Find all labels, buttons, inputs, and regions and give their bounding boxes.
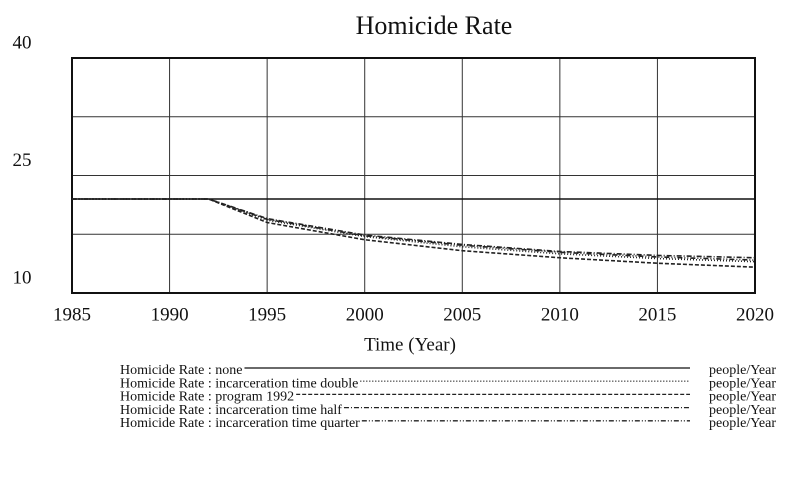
- x-tick-label: 2000: [346, 304, 384, 325]
- x-tick-label: 2020: [736, 304, 774, 325]
- legend-unit: people/Year: [709, 376, 776, 391]
- x-axis-label: Time (Year): [364, 334, 456, 355]
- x-tick-label: 1995: [248, 304, 286, 325]
- legend-label: Homicide Rate : incarceration time half: [120, 403, 342, 418]
- series-line: [72, 198, 756, 261]
- legend-unit: people/Year: [709, 416, 776, 431]
- series-line: [72, 198, 756, 263]
- chart-title: Homicide Rate: [356, 11, 513, 40]
- x-tick-label: 2015: [638, 304, 676, 325]
- x-tick-label: 1990: [151, 304, 189, 325]
- legend-label: Homicide Rate : incarceration time doubl…: [120, 376, 358, 391]
- legend-label: Homicide Rate : none: [120, 363, 242, 378]
- y-tick-label: 25: [13, 150, 32, 171]
- x-tick-label: 2010: [541, 304, 579, 325]
- x-tick-label: 1985: [53, 304, 91, 325]
- legend-unit: people/Year: [709, 390, 776, 405]
- legend-unit: people/Year: [709, 363, 776, 378]
- y-tick-label: 10: [13, 267, 32, 288]
- x-tick-label: 2005: [443, 304, 481, 325]
- plot-frame: [71, 57, 756, 294]
- legend-label: Homicide Rate : incarceration time quart…: [120, 416, 360, 431]
- legend-label: Homicide Rate : program 1992: [120, 390, 294, 405]
- y-tick-label: 40: [13, 32, 32, 53]
- legend-unit: people/Year: [709, 403, 776, 418]
- series-line: [72, 198, 756, 259]
